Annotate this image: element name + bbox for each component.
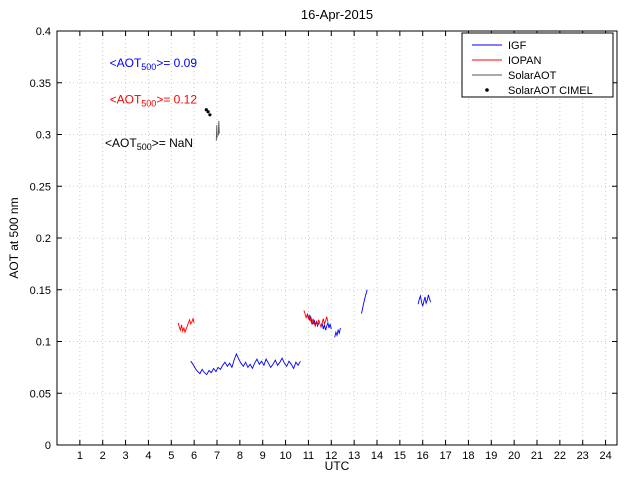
svg-text:3: 3 <box>123 450 129 462</box>
series-solaraot <box>215 120 220 141</box>
svg-text:12: 12 <box>325 450 337 462</box>
y-axis-label: AOT at 500 nm <box>7 197 21 279</box>
grid <box>57 31 617 445</box>
svg-text:22: 22 <box>554 450 566 462</box>
svg-text:13: 13 <box>348 450 360 462</box>
svg-text:<AOT500>= 0.12: <AOT500>= 0.12 <box>110 93 198 109</box>
legend-label: IGF <box>508 40 527 52</box>
svg-text:0: 0 <box>45 440 51 452</box>
svg-text:0.25: 0.25 <box>30 181 51 193</box>
y-tick-labels: 0 0.05 0.1 0.15 0.2 0.25 0.3 0.35 0.4 <box>30 26 51 452</box>
svg-text:0.1: 0.1 <box>36 337 51 349</box>
svg-text:1: 1 <box>77 450 83 462</box>
svg-text:7: 7 <box>214 450 220 462</box>
svg-text:11: 11 <box>303 450 314 462</box>
svg-text:21: 21 <box>531 450 543 462</box>
svg-text:2: 2 <box>100 450 106 462</box>
legend-label: SolarAOT <box>508 70 557 82</box>
svg-text:6: 6 <box>191 450 197 462</box>
svg-text:16: 16 <box>417 450 429 462</box>
svg-text:0.4: 0.4 <box>36 26 51 38</box>
x-tick-labels: 1 2 3 4 5 6 7 8 9 10 11 12 13 14 15 16 17 18 19 20 21 22 23 24 <box>77 450 612 462</box>
svg-text:4: 4 <box>145 450 151 462</box>
svg-text:<AOT500>= 0.09: <AOT500>= 0.09 <box>110 56 198 72</box>
svg-text:23: 23 <box>577 450 589 462</box>
svg-text:8: 8 <box>237 450 243 462</box>
svg-text:18: 18 <box>462 450 474 462</box>
svg-text:0.3: 0.3 <box>36 130 51 142</box>
svg-text:9: 9 <box>260 450 266 462</box>
svg-text:24: 24 <box>599 450 611 462</box>
svg-text:5: 5 <box>168 450 174 462</box>
annotations: <AOT500>= 0.09 <AOT500>= 0.12 <AOT500>= Na… <box>105 56 197 152</box>
svg-text:14: 14 <box>371 450 383 462</box>
svg-text:15: 15 <box>394 450 406 462</box>
svg-text:10: 10 <box>279 450 291 462</box>
x-axis-label: UTC <box>324 459 350 473</box>
svg-text:0.15: 0.15 <box>30 285 51 297</box>
svg-text:19: 19 <box>485 450 497 462</box>
svg-text:0.2: 0.2 <box>36 233 51 245</box>
legend-label: IOPAN <box>508 55 541 67</box>
svg-text:0.35: 0.35 <box>30 78 51 90</box>
legend-label: SolarAOT CIMEL <box>508 85 593 97</box>
svg-text:<AOT500>= NaN: <AOT500>= NaN <box>105 136 193 152</box>
legend: IGF IOPAN SolarAOT SolarAOT CIMEL <box>461 32 614 98</box>
chart-title: 16-Apr-2015 <box>300 7 374 22</box>
legend-marker-dot <box>485 88 489 92</box>
svg-text:17: 17 <box>439 450 451 462</box>
series-iopan <box>177 310 329 334</box>
svg-text:0.05: 0.05 <box>30 388 51 400</box>
series-solaraot-cimel <box>204 108 212 117</box>
svg-text:20: 20 <box>508 450 520 462</box>
